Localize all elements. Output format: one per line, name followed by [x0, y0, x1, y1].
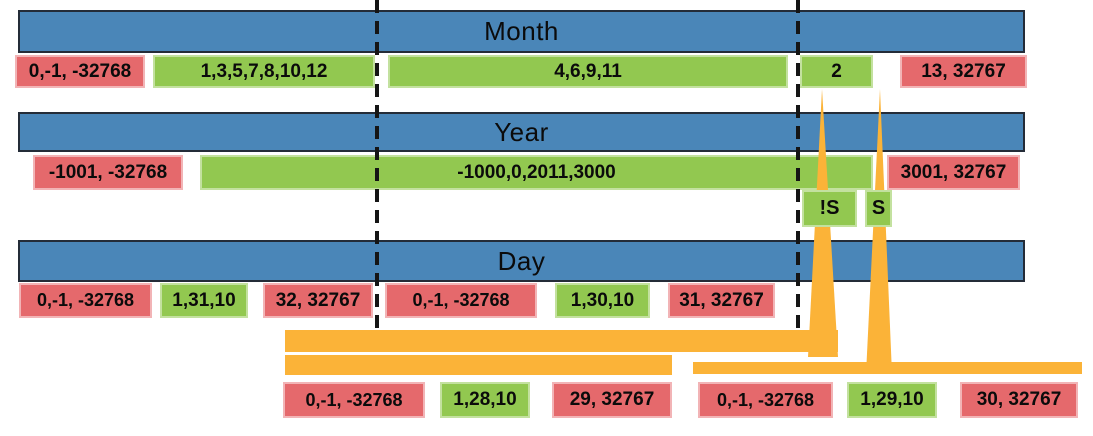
feb-leap-day-cell: 1,29,10 [847, 382, 937, 418]
day-partition-cell: 32, 32767 [263, 283, 373, 318]
month-partition-cell-february: 2 [800, 55, 873, 88]
feb-nonleap-day-cell: 29, 32767 [552, 382, 672, 418]
feb-leap-connector-bar [693, 362, 1082, 374]
year-partition-cell: 3001, 32767 [887, 155, 1020, 190]
month-axis-bar: Month [18, 10, 1025, 53]
month-axis-label: Month [484, 16, 559, 46]
month-partition-cell: 1,3,5,7,8,10,12 [153, 55, 375, 88]
month-partition-cell: 13, 32767 [900, 55, 1027, 88]
year-partition-cell: -1001, -32768 [33, 155, 183, 190]
day-partition-cell: 0,-1, -32768 [385, 283, 537, 318]
leap-year-flag: S [865, 190, 892, 227]
day-axis-label: Day [497, 245, 546, 276]
day-partition-cell: 0,-1, -32768 [19, 283, 152, 318]
feb-nonleap-connector-bar [285, 330, 838, 352]
year-axis-bar: Year [18, 112, 1025, 152]
feb-nonleap-day-cell: 1,28,10 [440, 382, 530, 418]
feb-leap-day-cell: 30, 32767 [960, 382, 1078, 418]
not-leap-year-flag: !S [802, 190, 857, 227]
month-partition-cell: 0,-1, -32768 [15, 55, 145, 88]
partition-divider-line-left [375, 0, 379, 328]
feb-nonleap-day-cell: 0,-1, -32768 [283, 382, 425, 418]
day-axis-bar: Day [18, 240, 1025, 282]
day-partition-cell: 1,30,10 [555, 283, 650, 318]
month-partition-cell: 4,6,9,11 [388, 55, 788, 88]
year-partition-cell: -1000,0,2011,3000 [200, 155, 873, 190]
day-partition-cell: 31, 32767 [668, 283, 775, 318]
feb-connector-bar-lower-left [285, 355, 672, 375]
year-axis-label: Year [494, 116, 549, 147]
feb-leap-day-cell: 0,-1, -32768 [698, 382, 833, 418]
day-partition-cell: 1,31,10 [160, 283, 248, 318]
partition-divider-line-right [796, 0, 800, 328]
